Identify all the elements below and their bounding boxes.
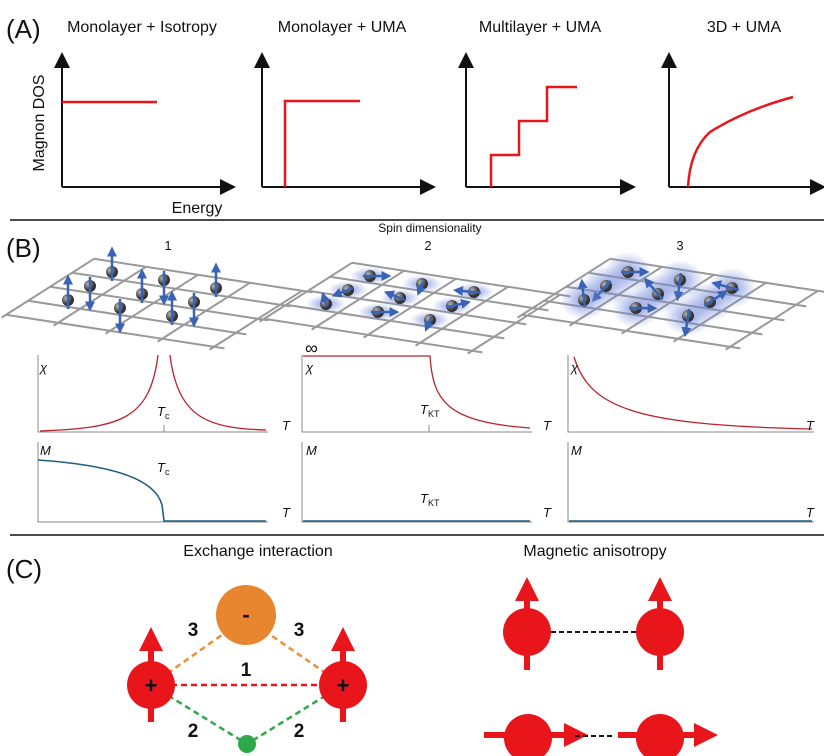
subscript: KT (428, 498, 440, 508)
panel-label: (A) (6, 14, 41, 44)
subscript: c (165, 467, 170, 477)
section-title: Magnetic anisotropy (523, 543, 666, 560)
t-label: T (543, 418, 552, 433)
dos-axes (62, 60, 818, 187)
atom (504, 714, 552, 756)
path-number: 3 (188, 620, 199, 641)
dimension: 2 (424, 238, 431, 253)
path-number: 2 (294, 721, 305, 742)
tkt-label: TKT (420, 491, 440, 508)
dimension: 1 (164, 238, 171, 253)
subscript: c (165, 411, 170, 421)
y-axis-label: Magnon DOS (31, 75, 48, 172)
mediator (238, 735, 256, 753)
infinity: ∞ (305, 338, 318, 358)
atom (636, 714, 684, 756)
panel-label: (B) (6, 233, 41, 263)
m-label: M (40, 443, 51, 458)
t-label: T (282, 418, 291, 433)
section-title: Exchange interaction (183, 543, 332, 560)
lattice-bond (72, 273, 290, 307)
path-number: 3 (294, 620, 305, 641)
panel-title: Monolayer + UMA (278, 19, 407, 36)
charge: - (242, 602, 249, 627)
susceptibility-curve (40, 355, 266, 431)
charge: + (337, 673, 350, 698)
atom (636, 608, 684, 656)
tc-label: Tc (157, 460, 170, 477)
path-number: 1 (241, 660, 252, 681)
panel-title: 3D + UMA (707, 19, 782, 36)
dimension: 3 (676, 238, 683, 253)
atom (503, 608, 551, 656)
magnetization-curve (38, 460, 266, 521)
t-label: T (282, 505, 291, 520)
subscript: KT (428, 409, 440, 419)
path-number: 2 (188, 721, 199, 742)
axis-title: Spin dimensionality (378, 221, 481, 235)
dos-curve (688, 97, 793, 187)
panel-label: (C) (6, 554, 42, 584)
t-label: T (543, 505, 552, 520)
chi-label: χ (39, 360, 48, 375)
t-label: T (806, 418, 815, 433)
chi-label: χ (305, 360, 314, 375)
dos-curve (491, 87, 577, 187)
charge: + (145, 673, 158, 698)
x-axis-label: Energy (172, 200, 223, 217)
dos-curve (285, 101, 360, 187)
m-label: M (306, 443, 317, 458)
susceptibility-curve (303, 356, 530, 428)
tc-label: Tc (157, 404, 170, 421)
figure: (A) Monolayer + Isotropy Monolayer + UMA… (0, 0, 824, 756)
panel-title: Multilayer + UMA (479, 19, 602, 36)
lattices (2, 252, 824, 354)
lattice-bond (94, 259, 312, 293)
t-label: T (806, 505, 815, 520)
m-label: M (571, 443, 582, 458)
tkt-label: TKT (420, 402, 440, 419)
susceptibility-curve (574, 357, 812, 429)
panel-title: Monolayer + Isotropy (67, 19, 217, 36)
chi-label: χ (570, 360, 579, 375)
